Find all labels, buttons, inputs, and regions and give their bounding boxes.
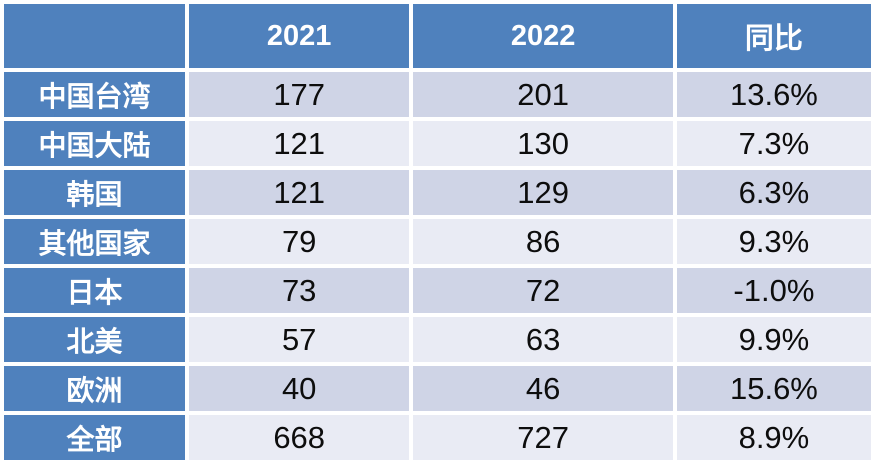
value-yoy: 15.6% (676, 366, 871, 411)
value-yoy: 8.9% (676, 415, 871, 460)
row-label: 其他国家 (4, 219, 186, 264)
table-row: 欧洲 40 46 15.6% (4, 366, 871, 411)
value-2022: 63 (413, 317, 673, 362)
value-2022: 727 (413, 415, 673, 460)
value-2022: 129 (413, 170, 673, 215)
value-2022: 46 (413, 366, 673, 411)
row-label: 北美 (4, 317, 186, 362)
value-2022: 72 (413, 268, 673, 313)
value-2022: 86 (413, 219, 673, 264)
header-cell-empty (4, 4, 186, 68)
value-yoy: 9.9% (676, 317, 871, 362)
value-2021: 79 (189, 219, 410, 264)
table-row: 中国大陆 121 130 7.3% (4, 121, 871, 166)
value-2021: 121 (189, 121, 410, 166)
table-row: 中国台湾 177 201 13.6% (4, 72, 871, 117)
value-yoy: 7.3% (676, 121, 871, 166)
value-yoy: 13.6% (676, 72, 871, 117)
header-cell-2022: 2022 (413, 4, 673, 68)
value-2021: 57 (189, 317, 410, 362)
value-2021: 177 (189, 72, 410, 117)
header-cell-2021: 2021 (189, 4, 410, 68)
row-label: 韩国 (4, 170, 186, 215)
value-2021: 40 (189, 366, 410, 411)
row-label: 欧洲 (4, 366, 186, 411)
row-label: 全部 (4, 415, 186, 460)
table-header-row: 2021 2022 同比 (4, 4, 871, 68)
value-2022: 130 (413, 121, 673, 166)
table-row: 北美 57 63 9.9% (4, 317, 871, 362)
value-yoy: 9.3% (676, 219, 871, 264)
row-label: 日本 (4, 268, 186, 313)
value-yoy: 6.3% (676, 170, 871, 215)
row-label: 中国台湾 (4, 72, 186, 117)
value-yoy: -1.0% (676, 268, 871, 313)
value-2021: 668 (189, 415, 410, 460)
row-label: 中国大陆 (4, 121, 186, 166)
table-row: 其他国家 79 86 9.3% (4, 219, 871, 264)
table-row: 全部 668 727 8.9% (4, 415, 871, 460)
value-2021: 73 (189, 268, 410, 313)
value-2022: 201 (413, 72, 673, 117)
header-cell-yoy: 同比 (676, 4, 871, 68)
table-container: 2021 2022 同比 中国台湾 177 201 13.6% 中国大陆 121… (4, 4, 871, 460)
value-2021: 121 (189, 170, 410, 215)
table-row: 日本 73 72 -1.0% (4, 268, 871, 313)
data-table: 2021 2022 同比 中国台湾 177 201 13.6% 中国大陆 121… (4, 4, 871, 460)
table-row: 韩国 121 129 6.3% (4, 170, 871, 215)
